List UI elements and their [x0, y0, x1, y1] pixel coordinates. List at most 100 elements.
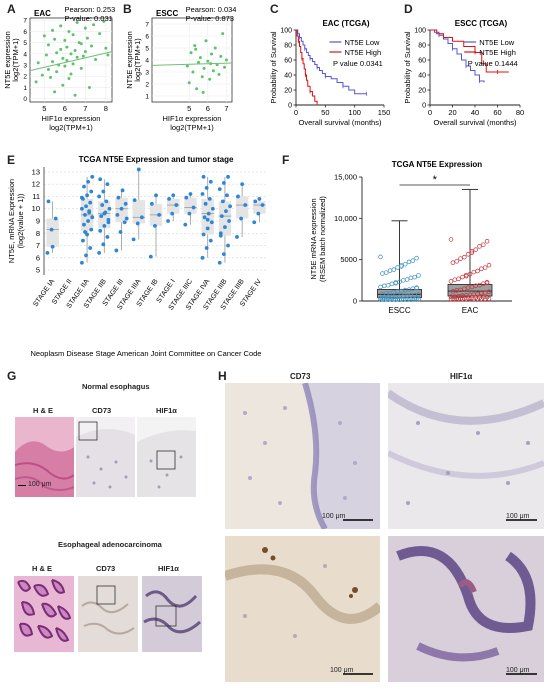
panel-label-c: C: [270, 2, 279, 16]
c-ytick-label: 0: [288, 103, 292, 110]
f-point: [416, 273, 421, 278]
g-scale-label: 100 μm: [28, 481, 52, 488]
a-point: [87, 85, 91, 89]
e-point: [219, 214, 224, 218]
e-point: [105, 235, 110, 239]
b-point: [191, 70, 195, 74]
d-legend-label: NT5E High: [479, 48, 516, 57]
e-point: [83, 212, 87, 217]
a-point: [73, 93, 77, 97]
e-boxplot: TCGA NT5E Expression and tumor stage 5 6 7 8…: [7, 155, 268, 358]
b-point: [193, 44, 197, 48]
c-ytick-label: 40: [284, 73, 292, 80]
e-point: [221, 252, 226, 257]
f-point: [393, 280, 398, 286]
f-point: [380, 291, 385, 297]
f-point: [382, 297, 387, 302]
g-he-label-tumor: H & E: [32, 564, 53, 573]
e-point: [88, 246, 93, 250]
c-pvalue: P value 0.0341: [333, 59, 383, 68]
f-point: [389, 295, 395, 300]
g-tumor-hif-image: [142, 576, 202, 652]
e-box: [218, 201, 232, 236]
d-pvalue: P value 0.1444: [468, 59, 518, 68]
f-point: [484, 238, 490, 244]
b-point: [211, 69, 215, 73]
e-point: [45, 251, 50, 255]
a-fit-line: [29, 51, 113, 72]
a-point: [69, 72, 73, 76]
e-point: [200, 192, 205, 196]
h-scale-label-3: 100 μm: [330, 667, 354, 674]
g-normal-title: Normal esophagus: [82, 382, 150, 391]
e-point: [184, 195, 189, 200]
b-point: [223, 65, 227, 69]
f-point: [486, 262, 492, 268]
b-xtick-label: 5: [187, 104, 191, 113]
e-point: [240, 182, 245, 187]
d-xtick-label: 60: [493, 108, 501, 117]
f-point: [397, 279, 402, 285]
a-xlabel: HIF1α expression: [42, 114, 101, 123]
f-significance: *: [433, 174, 438, 186]
e-point: [210, 206, 215, 211]
f-ytick-label: 0: [353, 297, 357, 306]
g-normal-cd73-image: [76, 417, 135, 497]
e-point: [221, 181, 226, 185]
panel-label-b: B: [123, 2, 132, 16]
e-point: [84, 204, 88, 209]
g-hif-label-normal: HIF1α: [156, 406, 177, 415]
a-point: [90, 44, 93, 48]
f-point: [477, 244, 482, 249]
e-point: [235, 235, 239, 239]
f-point: [456, 276, 461, 282]
f-point: [397, 297, 402, 302]
e-point: [201, 174, 206, 179]
f-point: [473, 247, 478, 252]
e-point: [115, 212, 120, 217]
f-point: [469, 248, 475, 254]
e-point: [86, 219, 91, 223]
e-point: [131, 237, 136, 242]
a-point: [53, 90, 57, 94]
e-point: [226, 243, 230, 248]
e-ytick-label: 11: [32, 192, 40, 201]
a-stat-p: P-value: 0.031: [64, 14, 112, 23]
a-point: [83, 50, 87, 54]
a-point: [44, 53, 48, 57]
c-xtick-label: 100: [348, 108, 361, 117]
e-point: [217, 260, 222, 265]
e-point: [204, 185, 209, 190]
e-point: [149, 201, 154, 206]
a-point: [83, 26, 87, 30]
a-ytick-label: 0: [23, 96, 27, 103]
a-ylabel: NT5E expression: [3, 31, 12, 89]
a-point: [79, 66, 83, 70]
f-point: [387, 268, 393, 273]
h-tumor-cd73-image: [225, 536, 380, 682]
a-point: [61, 83, 65, 87]
c-ytick-label: 60: [284, 58, 292, 65]
d-ylabel: Probability of Survival: [403, 31, 412, 103]
a-ytick-label: 2: [23, 74, 27, 81]
b-xlabel: HIF1α expression: [163, 114, 222, 123]
f-point: [406, 287, 412, 292]
b-ytick-label: 1: [145, 94, 149, 101]
e-box: [201, 198, 214, 235]
e-point: [102, 224, 107, 228]
e-point: [89, 227, 94, 232]
c-title: EAC (TCGA): [322, 19, 369, 28]
a-point: [65, 59, 69, 63]
f-point: [383, 297, 389, 302]
e-point: [209, 220, 214, 225]
e-point: [239, 216, 244, 221]
e-point: [217, 187, 222, 191]
e-point: [183, 222, 188, 227]
e-point: [208, 179, 213, 184]
a-ytick-label: 3: [23, 63, 27, 70]
b-point: [219, 54, 223, 58]
f-point: [410, 258, 416, 263]
d-title: ESCC (TCGA): [455, 19, 508, 28]
f-point: [460, 296, 465, 302]
